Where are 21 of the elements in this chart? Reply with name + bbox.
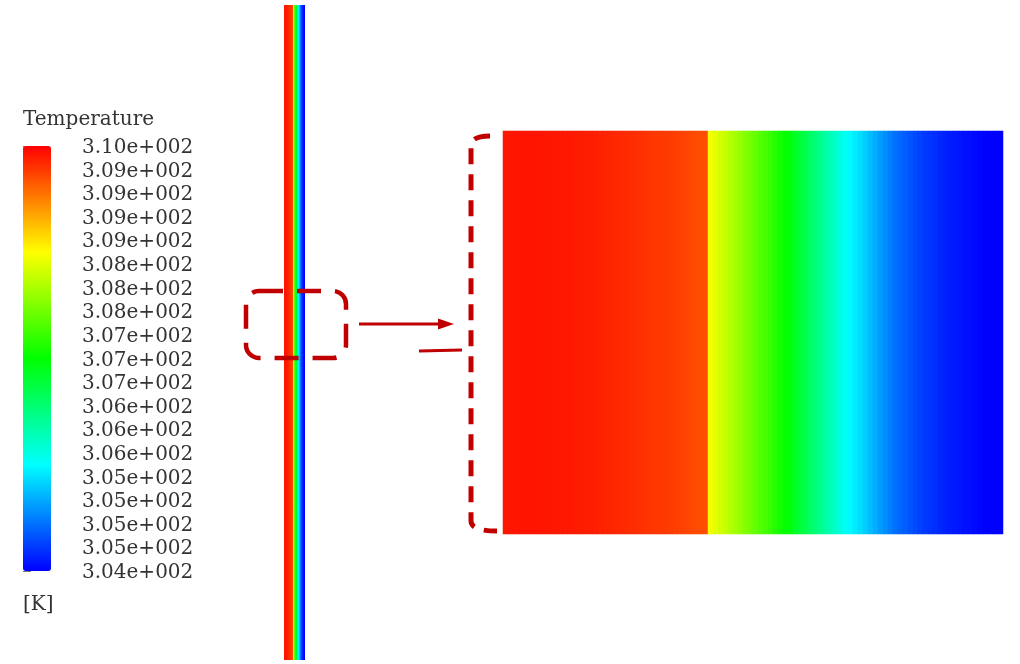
text: [K] <box>23 591 54 615</box>
color-bar-label: 3.08e+002 <box>82 275 194 300</box>
color-bar-label: 3.05e+002 <box>82 464 194 489</box>
color-bar-label: 3.09e+002 <box>82 228 194 253</box>
color-bar-label: 3.07e+002 <box>82 346 194 371</box>
color-bar-label: 3.08e+002 <box>82 299 194 324</box>
color-bar-label: 3.05e+002 <box>82 535 194 560</box>
color-bar-label: 3.07e+002 <box>82 322 194 347</box>
color-bar-label: 3.08e+002 <box>82 252 194 277</box>
color-bar-label: 3.04e+002 <box>82 559 194 583</box>
color-bar-label: 3.10e+002 <box>82 134 194 158</box>
color-bar-label: 3.06e+002 <box>82 417 194 442</box>
color-bar-label: 3.05e+002 <box>82 488 194 513</box>
color-bar-label: 3.09e+002 <box>82 204 194 229</box>
color-bar-title: Temperature <box>23 106 155 130</box>
color-bar-label: 3.06e+002 <box>82 440 194 465</box>
color-bar-label: 3.09e+002 <box>82 157 194 182</box>
color-bar-label: 3.06e+002 <box>82 393 194 418</box>
color-bar-label: 3.05e+002 <box>82 511 194 536</box>
color-bar-label: 3.09e+002 <box>82 181 194 206</box>
color-bar-label: 3.07e+002 <box>82 370 194 395</box>
